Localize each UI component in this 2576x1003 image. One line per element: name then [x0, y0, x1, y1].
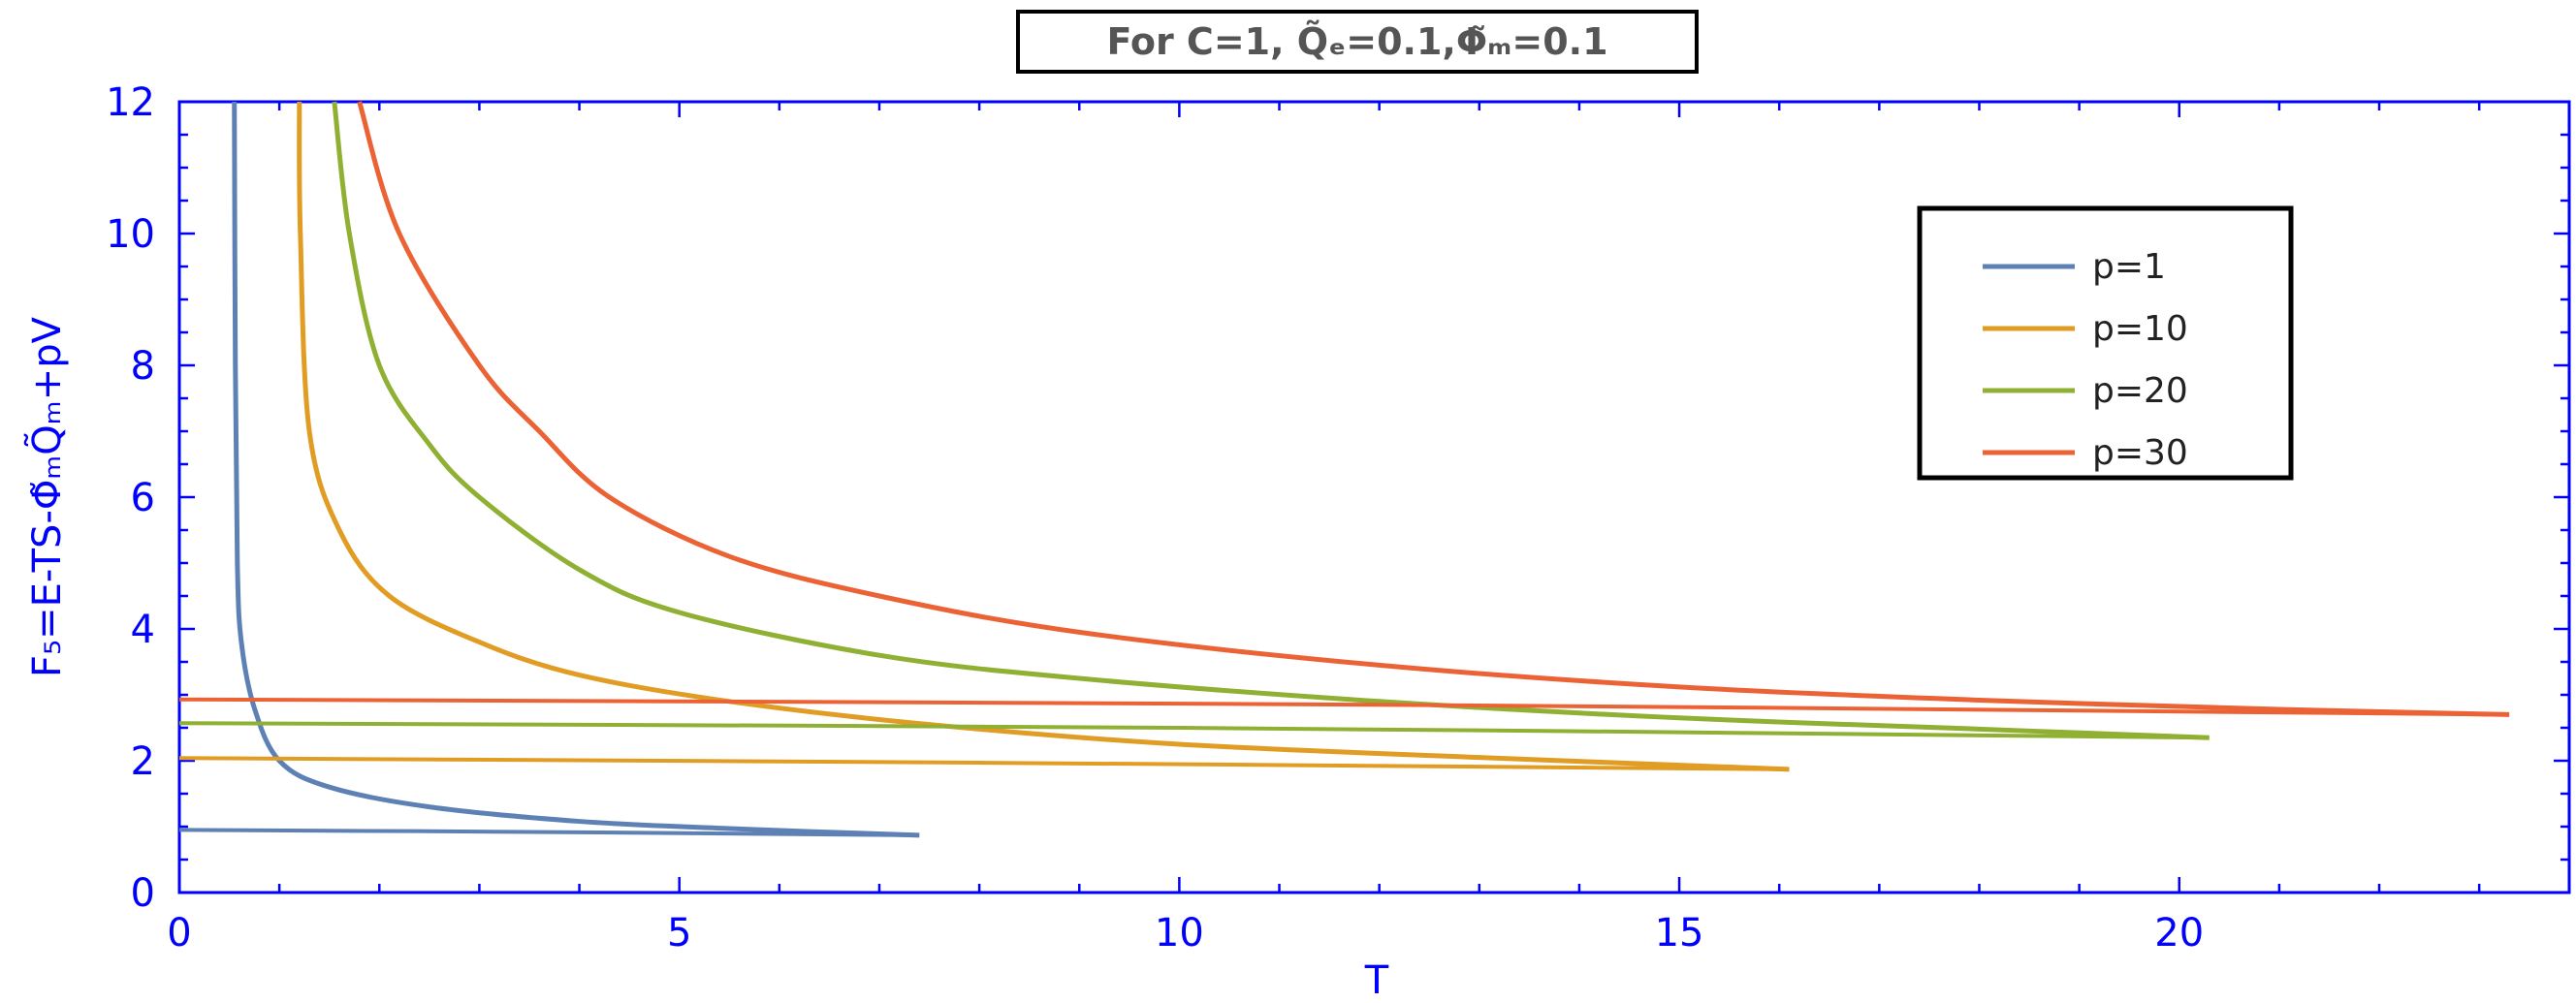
curves: [178, 101, 2510, 838]
y-tick-label: 4: [131, 608, 155, 652]
y-tick-label: 0: [131, 871, 155, 916]
series-p-20-upper-branch: [332, 101, 2210, 740]
x-tick-label: 0: [167, 911, 191, 956]
title-box: For C=1, Q̃ₑ=0.1,Φ̃ₘ=0.1: [1016, 10, 1699, 74]
x-tick-label: 15: [1655, 911, 1704, 956]
legend-label: p=10: [2092, 309, 2188, 349]
series-p-30-lower-branch: [178, 697, 2510, 717]
axes: 0 5 10 15 20 0 2 4 6 8 10 12: [106, 80, 2571, 956]
legend-label: p=20: [2092, 371, 2188, 411]
x-tick-label: 5: [667, 911, 691, 956]
y-tick-label: 8: [131, 344, 155, 389]
y-tick-label: 12: [106, 80, 155, 125]
y-tick-label: 2: [131, 739, 155, 784]
series-p-20-lower-branch: [178, 721, 2210, 740]
x-tick-label: 20: [2154, 911, 2204, 956]
series-p-10-upper-branch: [297, 101, 1790, 772]
chart-title: For C=1, Q̃ₑ=0.1,Φ̃ₘ=0.1: [1106, 20, 1607, 63]
series-p-30-upper-branch: [357, 101, 2510, 717]
legend: p=1 p=10 p=20 p=30: [1917, 205, 2294, 481]
legend-label: p=30: [2092, 433, 2188, 473]
x-axis-label: T: [1364, 958, 1389, 1003]
series-p-1-upper-branch: [232, 101, 920, 838]
y-axis-label: F₅=E-TS-Φ̃ₘQ̃ₘ+pV: [23, 316, 70, 677]
y-tick-label: 6: [131, 476, 155, 520]
x-tick-label: 10: [1155, 911, 1204, 956]
legend-label: p=1: [2092, 247, 2166, 287]
series-p-10-lower-branch: [178, 756, 1790, 771]
y-tick-label: 10: [106, 212, 155, 257]
